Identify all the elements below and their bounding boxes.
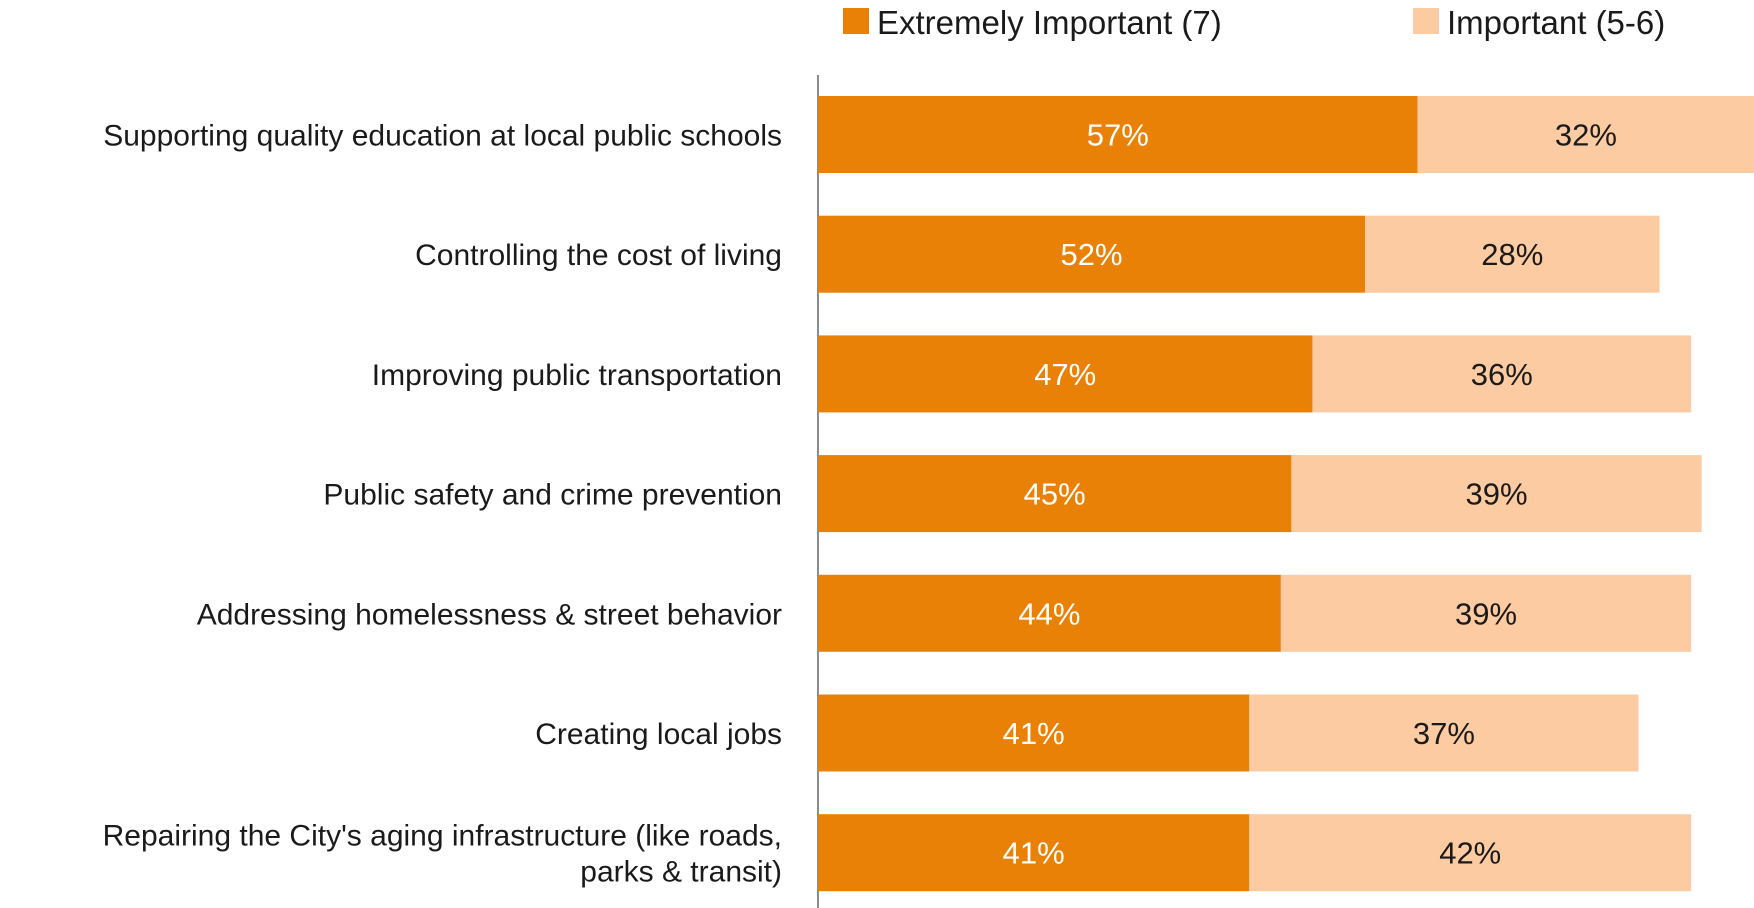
category-label: Repairing the City's aging infrastructur…	[103, 820, 782, 889]
bar-value-label: 47%	[1034, 357, 1096, 392]
bar-value-label: 45%	[1024, 477, 1086, 512]
category-label: Controlling the cost of living	[415, 239, 782, 272]
category-label-line: Supporting quality education at local pu…	[103, 120, 782, 153]
bar-value-label: 42%	[1439, 836, 1501, 871]
category-label-line: Improving public transportation	[372, 359, 782, 392]
bar-segment	[1417, 96, 1754, 173]
category-label: Improving public transportation	[372, 359, 782, 392]
bar-segment	[1312, 335, 1692, 413]
bar-value-label: 28%	[1481, 237, 1543, 272]
bar-value-label: 36%	[1471, 357, 1533, 392]
bar-value-label: 52%	[1060, 237, 1122, 272]
bar-segment	[1280, 574, 1692, 652]
bar-value-label: 32%	[1555, 118, 1617, 153]
category-label: Public safety and crime prevention	[323, 479, 782, 512]
category-label: Addressing homelessness & street behavio…	[197, 598, 782, 631]
legend-swatch	[1413, 8, 1439, 34]
category-label: Supporting quality education at local pu…	[103, 120, 782, 153]
bar-segment	[1249, 694, 1639, 772]
bar-segment	[1365, 215, 1660, 293]
bar-value-label: 37%	[1413, 716, 1475, 751]
bar-segment	[818, 814, 1250, 892]
bar-value-label: 57%	[1087, 118, 1149, 153]
category-label-line: Creating local jobs	[535, 718, 782, 751]
category-labels: Supporting quality education at local pu…	[103, 120, 782, 889]
bar-value-label: 44%	[1018, 596, 1080, 631]
category-label-line: Repairing the City's aging infrastructur…	[103, 820, 782, 853]
legend-swatch	[843, 8, 869, 34]
bar-segment	[1249, 814, 1692, 892]
bar-value-label: 41%	[1003, 836, 1065, 871]
bar-value-label: 39%	[1455, 596, 1517, 631]
bar-segment	[818, 455, 1292, 533]
bars-group: 57% 32% 52% 28% 47% 36% 45% 39% 44% 39% 41% 37% 41% 4…	[818, 96, 1754, 892]
bar-segment	[818, 96, 1418, 173]
bar-segment	[818, 335, 1313, 413]
bar-segment	[1291, 455, 1702, 533]
bar-segment	[818, 215, 1366, 293]
category-label-line: Controlling the cost of living	[415, 239, 782, 272]
bar-value-label: 39%	[1466, 477, 1528, 512]
category-label: Creating local jobs	[535, 718, 782, 751]
legend: Extremely Important (7) Important (5-6)	[843, 4, 1665, 41]
bar-value-label: 41%	[1003, 716, 1065, 751]
bar-segment	[818, 574, 1281, 652]
category-label-line: Public safety and crime prevention	[323, 479, 782, 512]
category-label-line: Addressing homelessness & street behavio…	[197, 598, 782, 631]
category-label-line: parks & transit)	[580, 856, 782, 889]
legend-label: Important (5-6)	[1447, 4, 1665, 41]
bar-segment	[818, 694, 1250, 772]
legend-label: Extremely Important (7)	[877, 4, 1222, 41]
